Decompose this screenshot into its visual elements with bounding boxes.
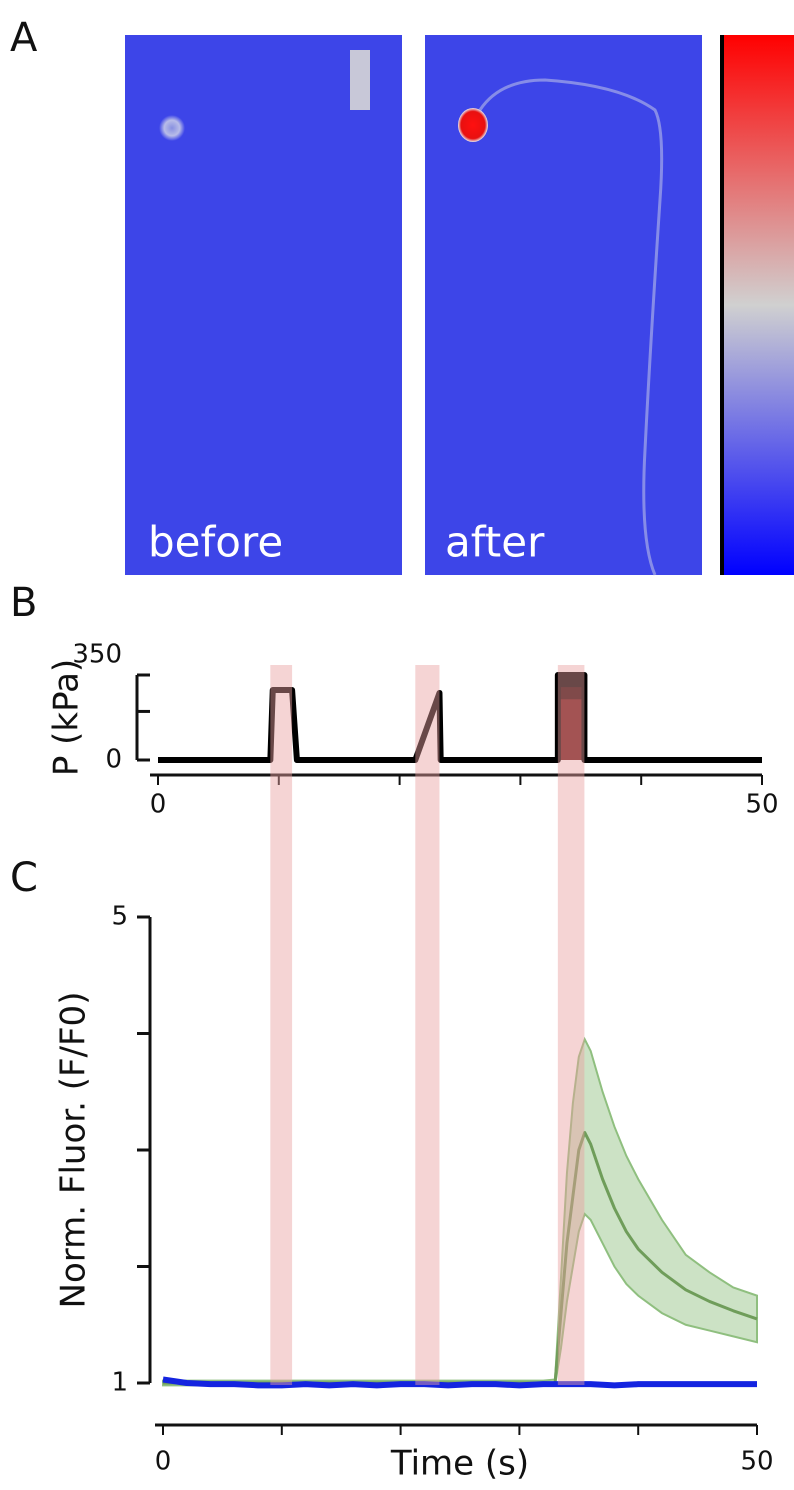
y-axis-title: Norm. Fluor. (F/F0) [54, 992, 94, 1309]
trace [162, 1376, 757, 1389]
x-tick-label: 0 [155, 1447, 172, 1477]
caption: after [445, 518, 545, 567]
caption: before [148, 518, 283, 567]
plot-area [158, 672, 762, 763]
trace [158, 672, 762, 763]
y-axis-title: P (kPa) [47, 659, 87, 776]
stimulus-window [557, 665, 585, 1385]
x-tick-label: 0 [150, 790, 167, 820]
panel-label: B [10, 580, 37, 626]
cell-tail [478, 78, 664, 576]
image-after: after [425, 35, 702, 576]
panel-label: C [10, 855, 38, 901]
pressure-area [557, 699, 585, 760]
error-band [162, 1036, 758, 1387]
stimulus-layer [270, 665, 585, 1385]
y-tick-label: 0 [105, 745, 122, 775]
image-bg [125, 35, 402, 575]
y-tick-label: 350 [72, 640, 122, 670]
stimulus-window [415, 665, 440, 1385]
x-tick-label: 50 [740, 1447, 773, 1477]
x-axis-title: Time (s) [390, 1444, 529, 1484]
y-tick-label: 1 [111, 1368, 128, 1398]
y-tick-label: 5 [111, 902, 128, 932]
panel-label: A [10, 15, 38, 61]
x-tick-label: 50 [745, 790, 778, 820]
scale-bar [350, 50, 370, 110]
colorbar [722, 35, 794, 575]
image-before: before [125, 35, 402, 575]
stimulus-window [270, 665, 293, 1385]
cell [159, 115, 185, 141]
plot-area [162, 1036, 758, 1389]
cell [458, 108, 488, 142]
